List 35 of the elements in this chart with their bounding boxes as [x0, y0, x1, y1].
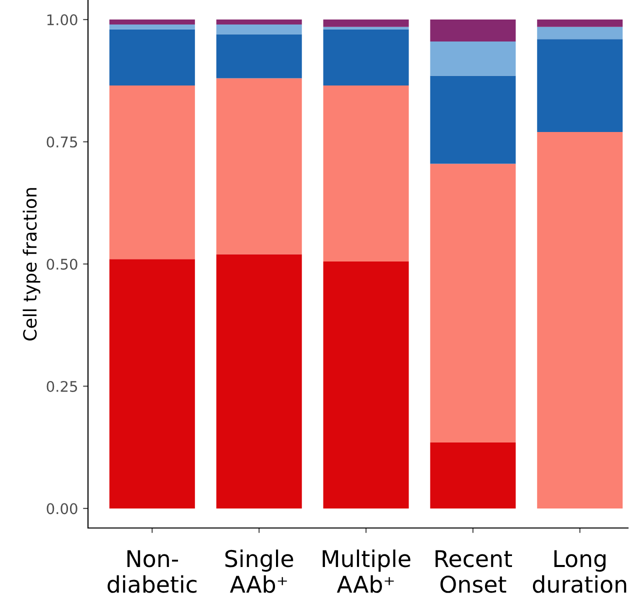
bar	[537, 26, 623, 40]
bar	[216, 34, 302, 78]
bar	[430, 20, 516, 42]
y-tick-label: 0.00	[46, 503, 78, 514]
y-tick-label: 1.00	[47, 14, 78, 26]
bar	[430, 42, 516, 76]
bar	[430, 442, 516, 508]
x-tick-label: Recent Onset	[436, 550, 512, 593]
bar	[109, 86, 195, 260]
y-tick-label: 0.75	[46, 136, 78, 148]
bar	[537, 39, 623, 132]
x-tick-label: Multiple AAb⁺	[322, 550, 410, 593]
y-tick-label: 0.50	[46, 258, 78, 270]
bar	[109, 20, 195, 24]
bar	[323, 86, 409, 262]
bar	[109, 259, 195, 508]
x-tick-label: Long duration	[532, 550, 626, 593]
bar	[216, 78, 302, 254]
bar	[109, 29, 195, 86]
bar	[323, 262, 409, 508]
bar	[430, 76, 516, 164]
bar	[216, 24, 302, 34]
x-tick-label: Non- diabetic	[108, 550, 197, 593]
bar	[109, 24, 195, 30]
bar	[430, 164, 516, 442]
bar	[537, 20, 623, 27]
bar	[323, 20, 409, 27]
bar	[323, 29, 409, 86]
y-axis-title: Cell type fraction	[22, 188, 40, 340]
bar	[323, 26, 409, 30]
x-tick-label: Single AAb⁺	[225, 550, 294, 593]
bar	[216, 20, 302, 24]
bar	[537, 132, 623, 508]
y-tick-label: 0.25	[46, 380, 78, 392]
bar	[216, 254, 302, 508]
